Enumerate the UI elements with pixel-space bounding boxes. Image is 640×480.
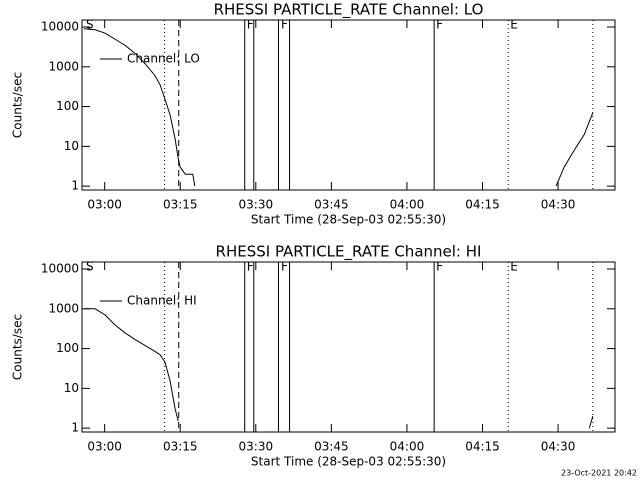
y-tick-label: 1000 [48, 301, 79, 315]
event-flag: S [86, 18, 94, 32]
plot-frame [81, 19, 616, 191]
event-flag: F [281, 260, 288, 274]
x-tick-label: 03:00 [87, 198, 122, 212]
event-flag: F [281, 18, 288, 32]
event-flag: E [510, 18, 518, 32]
y-axis-label: Counts/sec [11, 314, 25, 380]
y-tick-label: 1000 [48, 59, 79, 73]
data-line [555, 112, 594, 187]
x-tick-label: 04:15 [465, 440, 500, 454]
x-tick-label: 03:00 [87, 440, 122, 454]
x-axis-label: Start Time (28-Sep-03 02:55:30) [251, 455, 446, 469]
x-tick-label: 03:45 [314, 440, 349, 454]
x-tick-label: 03:30 [239, 198, 274, 212]
event-flag: F [247, 260, 254, 274]
x-tick-label: 04:15 [465, 198, 500, 212]
x-tick-label: 03:15 [163, 198, 198, 212]
chart-title: RHESSI PARTICLE_RATE Channel: HI [216, 243, 482, 262]
event-flag: F [436, 18, 443, 32]
x-tick-label: 04:00 [390, 198, 425, 212]
chart-title: RHESSI PARTICLE_RATE Channel: LO [214, 1, 484, 20]
y-tick-label: 10 [64, 139, 79, 153]
plot-frame [81, 261, 616, 433]
x-tick-label: 03:15 [163, 440, 198, 454]
event-flag: E [510, 260, 518, 274]
event-flag: F [247, 18, 254, 32]
x-tick-label: 03:45 [314, 198, 349, 212]
y-tick-label: 10000 [41, 262, 79, 276]
x-tick-label: 03:30 [239, 440, 274, 454]
data-line [588, 416, 594, 429]
x-tick-label: 04:00 [390, 440, 425, 454]
y-tick-label: 10 [64, 381, 79, 395]
x-tick-label: 04:30 [541, 440, 576, 454]
x-tick-label: 04:30 [541, 198, 576, 212]
footer: 23-Oct-2021 20:42 [561, 469, 637, 478]
y-tick-label: 10000 [41, 20, 79, 34]
legend-label: Channel: LO [127, 52, 200, 66]
y-axis-label: Counts/sec [11, 72, 25, 138]
legend-label: Channel: HI [127, 294, 197, 308]
event-flag: F [436, 260, 443, 274]
y-tick-label: 100 [56, 341, 79, 355]
event-flag: S [86, 260, 94, 274]
y-tick-label: 1 [71, 421, 79, 435]
x-axis-label: Start Time (28-Sep-03 02:55:30) [251, 213, 446, 227]
data-line [83, 28, 196, 187]
data-line [84, 308, 179, 422]
y-tick-label: 100 [56, 99, 79, 113]
y-tick-label: 1 [71, 179, 79, 193]
